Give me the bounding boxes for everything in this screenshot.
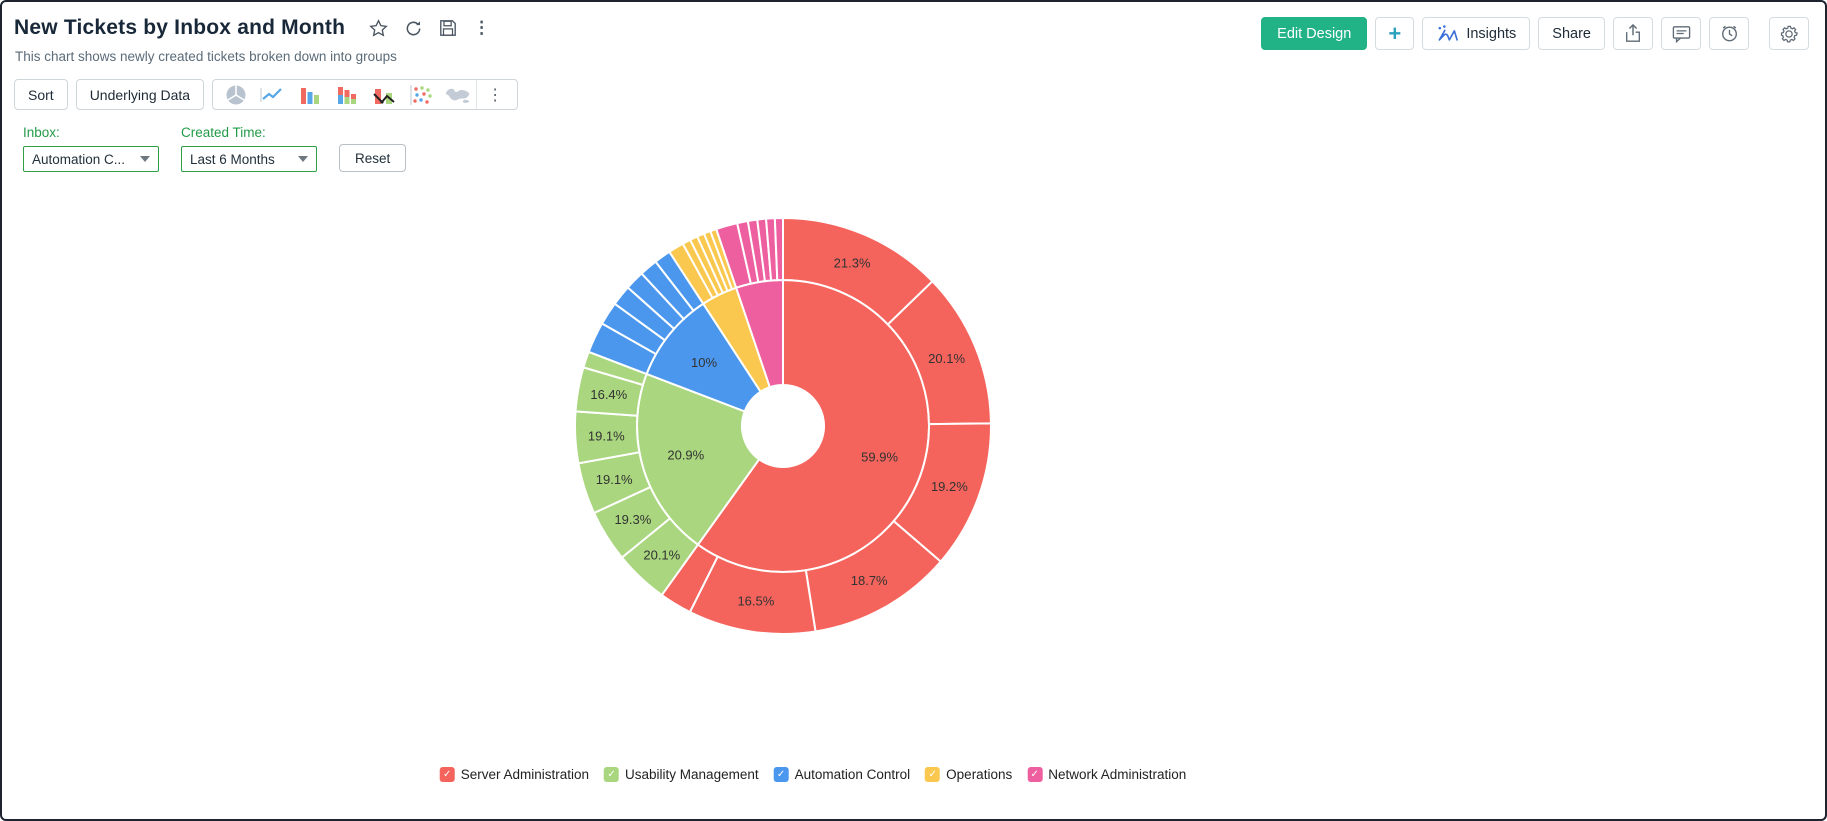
insights-label: Insights: [1466, 25, 1517, 42]
legend-item-server-administration[interactable]: ✓ Server Administration: [439, 767, 589, 782]
created-time-filter-value: Last 6 Months: [190, 151, 275, 167]
bar-chart-type-icon[interactable]: [291, 80, 328, 109]
chart-canvas: 59.9% 21.3% 20.1% 19.2% 18.7% 16.5% 20.9% 20.1%…: [2, 218, 1602, 798]
edit-design-button[interactable]: Edit Design: [1261, 17, 1368, 50]
chevron-down-icon: [298, 156, 308, 162]
zia-icon: [1438, 24, 1459, 41]
slice-percentage-label: 21.3%: [834, 256, 871, 271]
pie-chart-type-icon[interactable]: [217, 80, 254, 109]
alarm-clock-icon: [1721, 25, 1737, 42]
scatter-chart-type-icon[interactable]: [402, 80, 439, 109]
export-button[interactable]: [1613, 17, 1653, 50]
slice-percentage-label: 20.9%: [667, 448, 704, 463]
alerts-button[interactable]: [1709, 17, 1749, 50]
insights-button[interactable]: Insights: [1422, 17, 1531, 50]
created-time-filter-label: Created Time:: [181, 125, 266, 140]
slice-percentage-label: 16.4%: [590, 387, 627, 402]
legend-item-automation-control[interactable]: ✓ Automation Control: [773, 767, 910, 782]
chart-slice[interactable]: [773, 218, 784, 282]
sort-button[interactable]: Sort: [14, 79, 68, 110]
slice-percentage-label: 19.1%: [588, 428, 625, 443]
legend-item-operations[interactable]: ✓ Operations: [925, 767, 1012, 782]
comments-button[interactable]: [1661, 17, 1701, 50]
legend-item-usability-management[interactable]: ✓ Usability Management: [604, 767, 759, 782]
settings-button[interactable]: [1769, 17, 1809, 50]
slice-percentage-label: 19.1%: [596, 472, 633, 487]
slice-percentage-label: 19.2%: [931, 479, 968, 494]
favorite-star-icon[interactable]: [369, 18, 388, 38]
gear-icon: [1780, 25, 1798, 43]
legend-swatch: ✓: [604, 767, 620, 782]
sunburst-pie-chart[interactable]: 59.9% 21.3% 20.1% 19.2% 18.7% 16.5% 20.9% 20.1%…: [575, 218, 991, 634]
legend-swatch: ✓: [439, 767, 455, 782]
comment-icon: [1672, 25, 1690, 43]
combo-chart-type-icon[interactable]: [365, 80, 402, 109]
add-button[interactable]: +: [1375, 17, 1415, 50]
slice-percentage-label: 19.3%: [614, 512, 651, 527]
slice-percentage-label: 20.1%: [643, 548, 680, 563]
inbox-filter-select[interactable]: Automation C...: [23, 146, 159, 172]
slice-percentage-label: 59.9%: [861, 450, 898, 465]
inbox-filter-label: Inbox:: [23, 125, 60, 140]
stacked-bar-chart-type-icon[interactable]: [328, 80, 365, 109]
created-time-filter-select[interactable]: Last 6 Months: [181, 146, 317, 172]
slice-percentage-label: 18.7%: [851, 573, 888, 588]
chart-legend: ✓ Server Administration ✓ Usability Mana…: [439, 767, 1186, 782]
line-chart-type-icon[interactable]: [254, 80, 291, 109]
chart-description: This chart shows newly created tickets b…: [15, 49, 397, 64]
page-title: New Tickets by Inbox and Month: [14, 16, 346, 39]
more-chart-types-icon[interactable]: ⋮: [476, 80, 513, 109]
share-button[interactable]: Share: [1538, 17, 1605, 50]
legend-swatch: ✓: [773, 767, 789, 782]
legend-swatch: ✓: [925, 767, 941, 782]
slice-percentage-label: 10%: [691, 355, 717, 370]
underlying-data-button[interactable]: Underlying Data: [75, 79, 205, 110]
inbox-filter-value: Automation C...: [32, 151, 126, 167]
chart-type-switcher: ⋮: [212, 79, 519, 110]
map-chart-type-icon[interactable]: [439, 80, 476, 109]
legend-swatch: ✓: [1027, 767, 1043, 782]
slice-percentage-label: 16.5%: [737, 593, 774, 608]
refresh-icon[interactable]: [404, 19, 423, 38]
slice-percentage-label: 20.1%: [928, 351, 965, 366]
save-icon[interactable]: [439, 19, 457, 37]
export-icon: [1626, 24, 1640, 42]
chevron-down-icon: [140, 156, 150, 162]
reset-filters-button[interactable]: Reset: [339, 144, 407, 172]
legend-item-network-administration[interactable]: ✓ Network Administration: [1027, 767, 1186, 782]
title-more-options-icon[interactable]: ⋮: [473, 18, 491, 37]
